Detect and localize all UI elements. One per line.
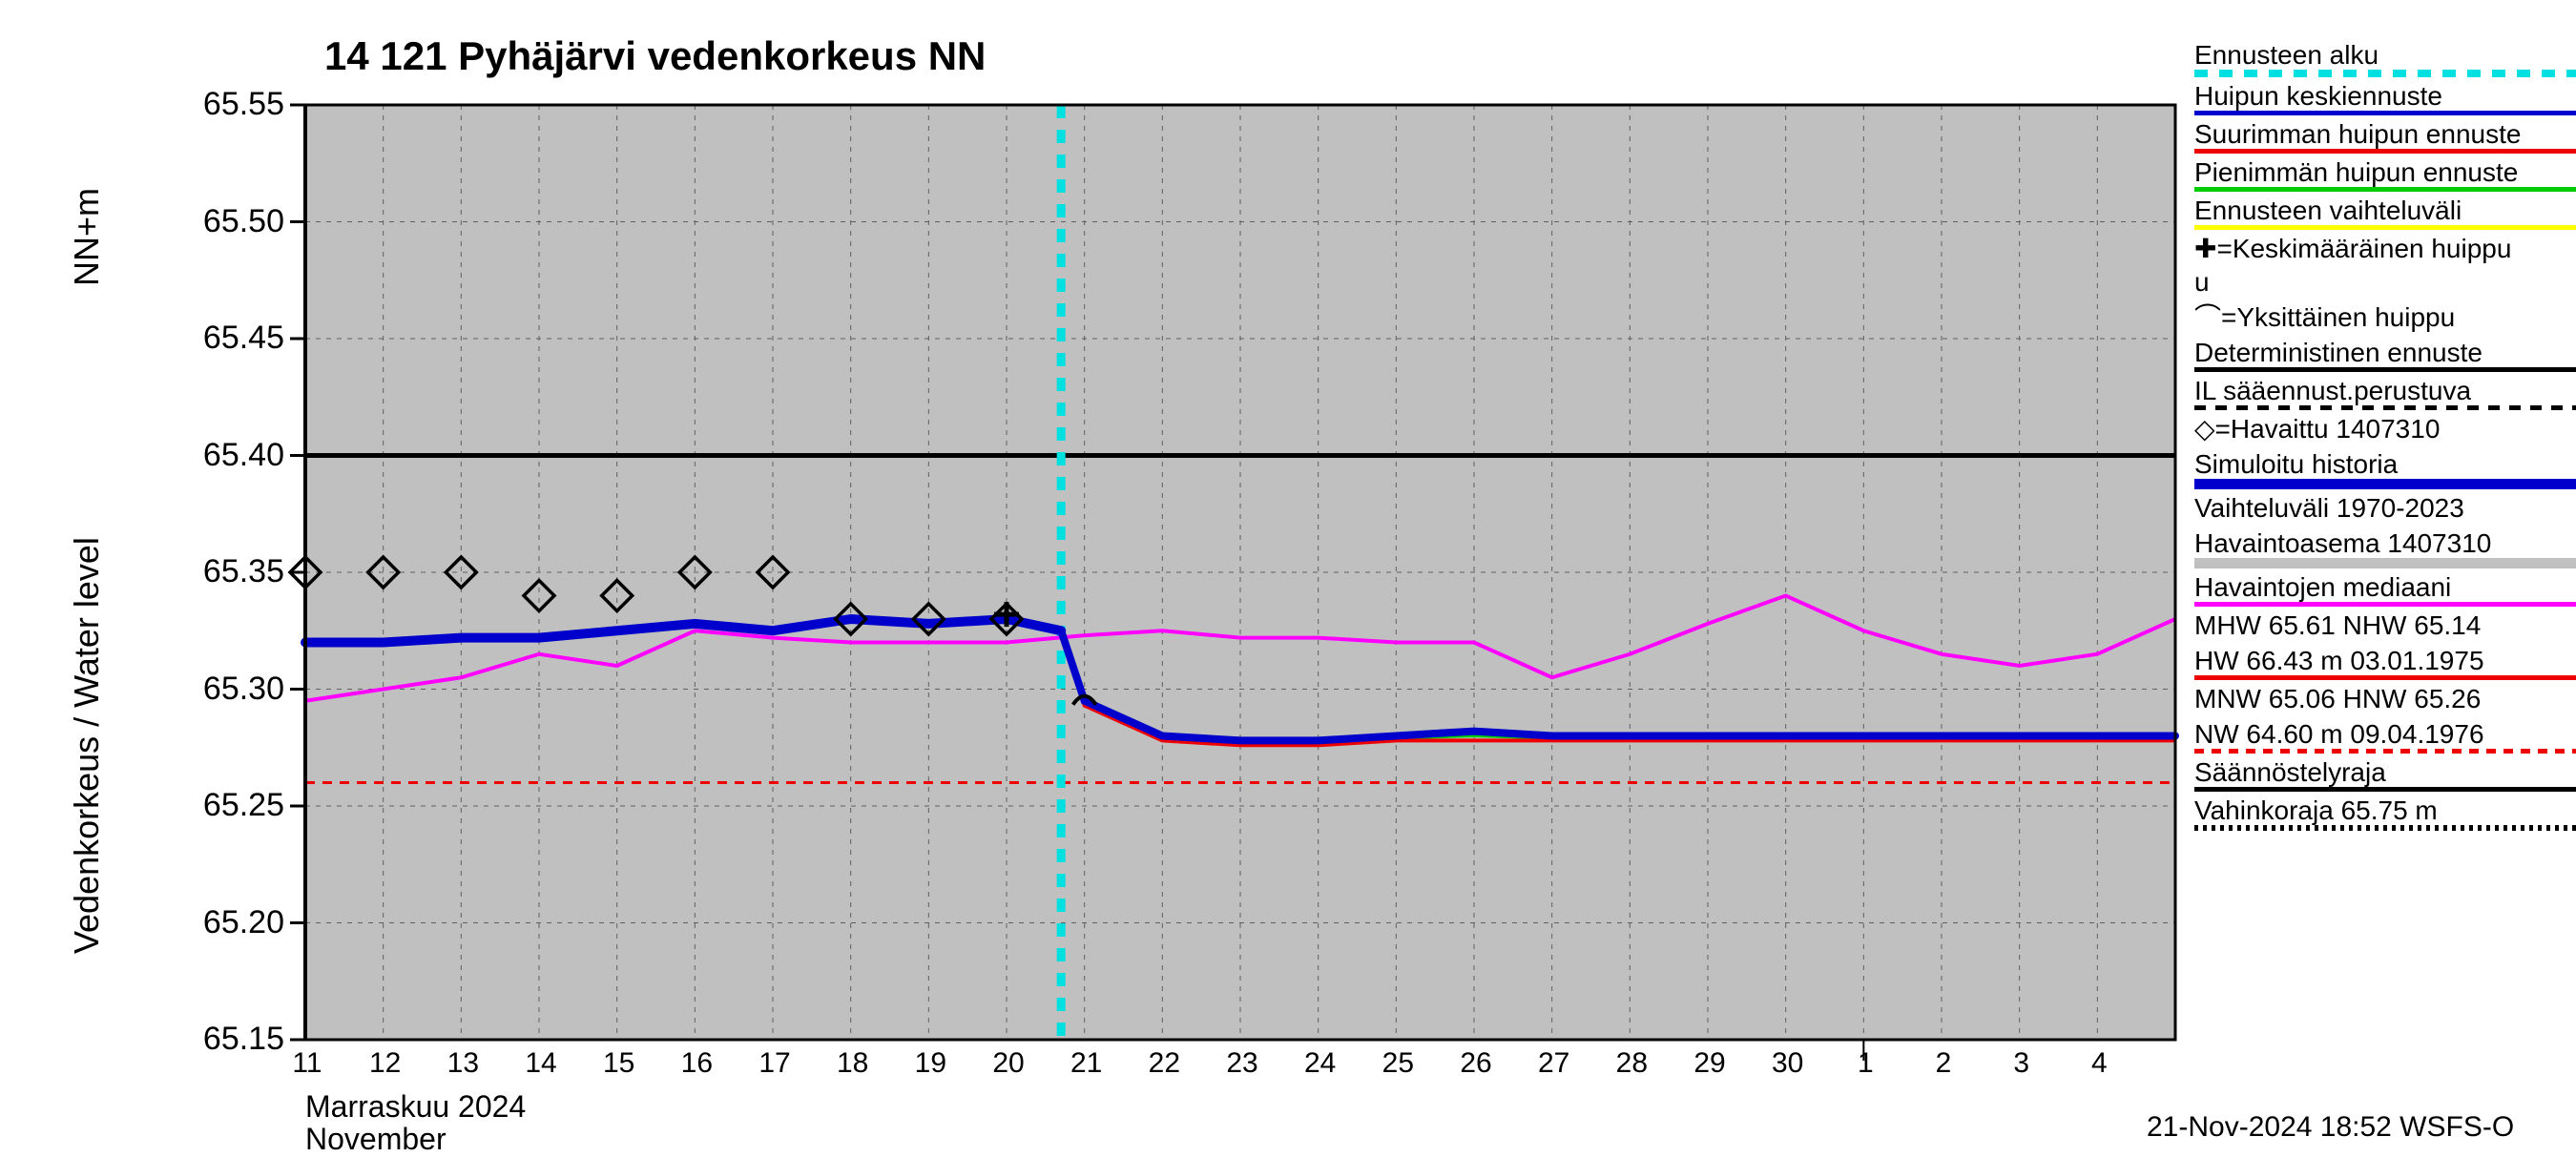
legend-swatch	[2194, 70, 2576, 77]
y-axis-label-2: NN+m	[67, 188, 107, 286]
legend-swatch	[2194, 479, 2576, 489]
y-axis-label-1: Vedenkorkeus / Water level	[67, 537, 107, 954]
legend-item: Suurimman huipun ennuste	[2194, 117, 2576, 154]
y-tick-label: 65.15	[203, 1021, 284, 1058]
y-tick-label: 65.25	[203, 787, 284, 824]
legend-label: Pienimmän huipun ennuste	[2194, 157, 2518, 187]
legend-label: Havaintoasema 1407310	[2194, 528, 2491, 558]
x-tick-label: 16	[677, 1047, 716, 1080]
month-label-fi: Marraskuu 2024	[305, 1089, 526, 1125]
legend-item: Deterministinen ennuste	[2194, 336, 2576, 372]
legend-item: Huipun keskiennuste	[2194, 79, 2576, 115]
x-tick-label: 3	[2003, 1047, 2041, 1080]
legend-label: Ennusteen alku	[2194, 40, 2379, 70]
legend-label: Vahinkoraja 65.75 m	[2194, 795, 2438, 825]
legend-label: MHW 65.61 NHW 65.14	[2194, 610, 2481, 640]
legend-swatch	[2194, 602, 2576, 607]
x-tick-label: 22	[1145, 1047, 1183, 1080]
chart-title: 14 121 Pyhäjärvi vedenkorkeus NN	[324, 33, 986, 79]
y-tick-label: 65.55	[203, 86, 284, 123]
legend-label: Simuloitu historia	[2194, 449, 2398, 479]
x-tick-label: 24	[1301, 1047, 1340, 1080]
legend-swatch	[2194, 367, 2576, 372]
chart-container: 14 121 Pyhäjärvi vedenkorkeus NN Vedenko…	[0, 0, 2576, 1145]
legend-label: HW 66.43 m 03.01.1975	[2194, 646, 2484, 675]
x-tick-label: 21	[1068, 1047, 1106, 1080]
legend-swatch	[2194, 749, 2576, 754]
x-tick-label: 30	[1769, 1047, 1807, 1080]
chart-svg	[0, 0, 2576, 1145]
legend-item: Havaintojen mediaani	[2194, 570, 2576, 607]
x-tick-label: 19	[911, 1047, 949, 1080]
legend-label: Ennusteen vaihteluväli	[2194, 196, 2462, 225]
legend-swatch	[2194, 111, 2576, 115]
x-tick-label: 13	[444, 1047, 482, 1080]
legend-label: IL sääennust.perustuva	[2194, 376, 2471, 405]
legend-label: Vaihteluväli 1970-2023	[2194, 493, 2464, 523]
x-tick-label: 12	[366, 1047, 405, 1080]
x-tick-label: 26	[1457, 1047, 1495, 1080]
legend-item: NW 64.60 m 09.04.1976	[2194, 717, 2576, 754]
x-tick-label: 15	[600, 1047, 638, 1080]
legend-item: Vahinkoraja 65.75 m	[2194, 794, 2576, 831]
legend-item: Säännöstelyraja	[2194, 755, 2576, 792]
legend-swatch	[2194, 225, 2576, 230]
y-tick-label: 65.20	[203, 904, 284, 941]
legend-label: ⌒=Yksittäinen huippu	[2194, 302, 2455, 332]
x-tick-label: 23	[1223, 1047, 1261, 1080]
x-tick-label: 29	[1691, 1047, 1729, 1080]
legend-swatch	[2194, 675, 2576, 680]
x-tick-label: 18	[834, 1047, 872, 1080]
legend-swatch	[2194, 405, 2576, 410]
legend-label: NW 64.60 m 09.04.1976	[2194, 719, 2484, 749]
y-tick-label: 65.30	[203, 671, 284, 708]
legend-label: Säännöstelyraja	[2194, 757, 2386, 787]
legend-item: MHW 65.61 NHW 65.14	[2194, 609, 2576, 642]
legend-item: ⌒=Yksittäinen huippu	[2194, 300, 2576, 334]
x-tick-label: 27	[1535, 1047, 1573, 1080]
x-tick-label: 17	[756, 1047, 794, 1080]
legend-label: Huipun keskiennuste	[2194, 81, 2442, 111]
legend-label: Suurimman huipun ennuste	[2194, 119, 2521, 149]
x-tick-label: 11	[288, 1047, 326, 1080]
x-tick-label: 20	[989, 1047, 1028, 1080]
y-tick-label: 65.50	[203, 203, 284, 240]
x-tick-label: 1	[1846, 1047, 1884, 1080]
legend-item: ✚=Keskimääräinen huippuu	[2194, 232, 2576, 299]
x-tick-label: 14	[522, 1047, 560, 1080]
y-tick-label: 65.40	[203, 437, 284, 474]
legend-label: MNW 65.06 HNW 65.26	[2194, 684, 2481, 713]
legend-item: MNW 65.06 HNW 65.26	[2194, 682, 2576, 715]
y-tick-label: 65.45	[203, 320, 284, 357]
legend-item: IL sääennust.perustuva	[2194, 374, 2576, 410]
legend-label: ◇=Havaittu 1407310	[2194, 414, 2440, 444]
legend-item: Havaintoasema 1407310	[2194, 527, 2576, 568]
legend: Ennusteen alku Huipun keskiennuste Suurimm…	[2194, 38, 2576, 833]
legend-item: Pienimmän huipun ennuste	[2194, 155, 2576, 192]
legend-label: Havaintojen mediaani	[2194, 572, 2451, 602]
legend-label: ✚=Keskimääräinen huippu	[2194, 234, 2511, 263]
x-tick-label: 4	[2080, 1047, 2118, 1080]
legend-swatch	[2194, 558, 2576, 568]
legend-item: Ennusteen vaihteluväli	[2194, 194, 2576, 230]
legend-swatch	[2194, 825, 2576, 831]
y-tick-label: 65.35	[203, 553, 284, 590]
legend-swatch	[2194, 187, 2576, 192]
legend-item: Vaihteluväli 1970-2023	[2194, 491, 2576, 525]
legend-item: HW 66.43 m 03.01.1975	[2194, 644, 2576, 680]
x-tick-label: 25	[1379, 1047, 1417, 1080]
legend-swatch	[2194, 149, 2576, 154]
legend-swatch	[2194, 787, 2576, 792]
legend-item: Ennusteen alku	[2194, 38, 2576, 77]
legend-item: ◇=Havaittu 1407310	[2194, 412, 2576, 445]
legend-label: Deterministinen ennuste	[2194, 338, 2483, 367]
month-label-en: November	[305, 1122, 447, 1157]
x-tick-label: 2	[1924, 1047, 1963, 1080]
footer-timestamp: 21-Nov-2024 18:52 WSFS-O	[2147, 1111, 2514, 1144]
x-tick-label: 28	[1612, 1047, 1651, 1080]
legend-item: Simuloitu historia	[2194, 447, 2576, 489]
